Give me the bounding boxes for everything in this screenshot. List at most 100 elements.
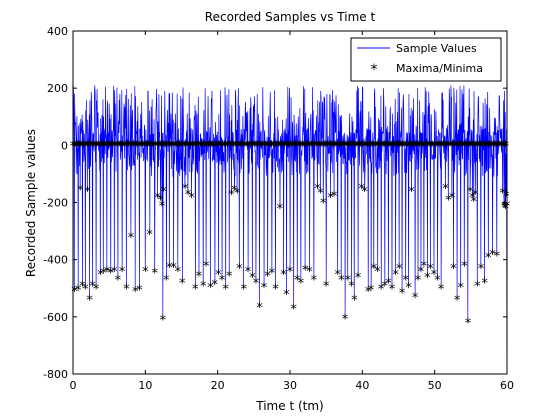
extrema-marker: *	[485, 251, 492, 266]
extrema-marker: *	[208, 139, 215, 154]
extrema-marker: *	[159, 199, 166, 214]
extrema-marker: *	[442, 139, 449, 154]
extrema-marker: *	[160, 185, 167, 200]
x-axis-label: Time t (tm)	[255, 399, 323, 413]
extrema-marker: *	[256, 139, 263, 154]
extrema-marker: *	[202, 139, 209, 154]
extrema-marker: *	[478, 262, 485, 277]
extrema-marker: *	[496, 139, 503, 154]
extrema-marker: *	[297, 139, 304, 154]
extrema-marker: *	[420, 139, 427, 154]
extrema-marker: *	[305, 139, 312, 154]
extrema-marker: *	[236, 262, 243, 277]
extrema-marker: *	[192, 282, 199, 297]
extrema-marker: *	[238, 139, 245, 154]
extrema-marker: *	[157, 194, 164, 209]
extrema-marker: *	[483, 139, 490, 154]
extrema-marker: *	[253, 139, 260, 154]
extrema-marker: *	[342, 312, 349, 327]
extrema-marker: *	[132, 139, 139, 154]
extrema-marker: *	[371, 139, 378, 154]
extrema-marker: *	[240, 139, 247, 154]
extrema-marker: *	[199, 139, 206, 154]
extrema-marker: *	[423, 139, 430, 154]
extrema-marker: *	[405, 281, 412, 296]
extrema-marker: *	[116, 139, 123, 154]
extrema-marker: *	[156, 139, 163, 154]
extrema-marker: *	[439, 139, 446, 154]
extrema-marker: *	[372, 139, 379, 154]
extrema-marker: *	[340, 139, 347, 154]
extrema-marker: *	[320, 197, 327, 212]
extrema-marker: *	[77, 184, 84, 199]
extrema-marker: *	[218, 139, 225, 154]
extrema-marker: *	[205, 139, 212, 154]
extrema-marker: *	[474, 279, 481, 294]
extrema-marker: *	[203, 139, 210, 154]
extrema-marker: *	[215, 268, 222, 283]
y-tick-label: 0	[61, 139, 68, 152]
extrema-marker: *	[286, 139, 293, 154]
extrema-marker: *	[79, 139, 86, 154]
extrema-marker: *	[310, 139, 317, 154]
extrema-marker: *	[130, 139, 137, 154]
extrema-marker: *	[168, 139, 175, 154]
extrema-marker: *	[450, 262, 457, 277]
extrema-marker: *	[345, 274, 352, 289]
extrema-marker: *	[368, 284, 375, 299]
extrema-marker: *	[90, 139, 97, 154]
extrema-marker: *	[499, 139, 506, 154]
extrema-marker: *	[474, 139, 481, 154]
extrema-marker: *	[111, 139, 118, 154]
legend-entry-extrema: Maxima/Minima	[396, 62, 483, 75]
extrema-marker: *	[226, 139, 233, 154]
extrema-marker: *	[408, 185, 415, 200]
extrema-marker: *	[219, 139, 226, 154]
extrema-marker: *	[179, 277, 186, 292]
extrema-marker: *	[345, 139, 352, 154]
extrema-marker: *	[441, 139, 448, 154]
extrema-marker: *	[115, 274, 122, 289]
x-tick-label: 0	[70, 379, 77, 392]
extrema-marker: *	[195, 139, 202, 154]
extrema-marker: *	[454, 294, 461, 309]
extrema-marker: *	[92, 139, 99, 154]
extrema-marker: *	[124, 139, 131, 154]
extrema-marker: *	[264, 269, 271, 284]
x-tick-label: 40	[355, 379, 369, 392]
extrema-marker: *	[499, 186, 506, 201]
extrema-marker: *	[138, 139, 145, 154]
extrema-marker: *	[315, 139, 322, 154]
extrema-marker: *	[468, 139, 475, 154]
extrema-marker: *	[107, 267, 114, 282]
extrema-markers: ****************************************…	[70, 139, 511, 331]
extrema-marker: *	[353, 139, 360, 154]
extrema-marker: *	[128, 231, 135, 246]
extrema-marker: *	[224, 139, 231, 154]
extrema-marker: *	[86, 294, 93, 309]
y-tick-label: -200	[43, 197, 68, 210]
extrema-marker: *	[78, 139, 85, 154]
extrema-marker: *	[207, 139, 214, 154]
extrema-marker: *	[456, 139, 463, 154]
extrema-marker: *	[491, 139, 498, 154]
extrema-marker: *	[280, 268, 287, 283]
extrema-marker: *	[378, 282, 385, 297]
y-tick-label: -400	[43, 254, 68, 267]
extrema-marker: *	[172, 139, 179, 154]
extrema-marker: *	[296, 139, 303, 154]
extrema-marker: *	[337, 139, 344, 154]
extrema-marker: *	[427, 262, 434, 277]
extrema-marker: *	[412, 291, 419, 306]
extrema-marker: *	[242, 139, 249, 154]
extrema-marker: *	[312, 139, 319, 154]
extrema-marker: *	[197, 139, 204, 154]
extrema-marker: *	[418, 265, 425, 280]
extrema-marker: *	[351, 294, 358, 309]
extrema-marker: *	[148, 139, 155, 154]
extrema-marker: *	[97, 139, 104, 154]
extrema-marker: *	[272, 139, 279, 154]
extrema-marker: *	[434, 139, 441, 154]
extrema-marker: *	[246, 139, 253, 154]
extrema-marker: *	[436, 139, 443, 154]
